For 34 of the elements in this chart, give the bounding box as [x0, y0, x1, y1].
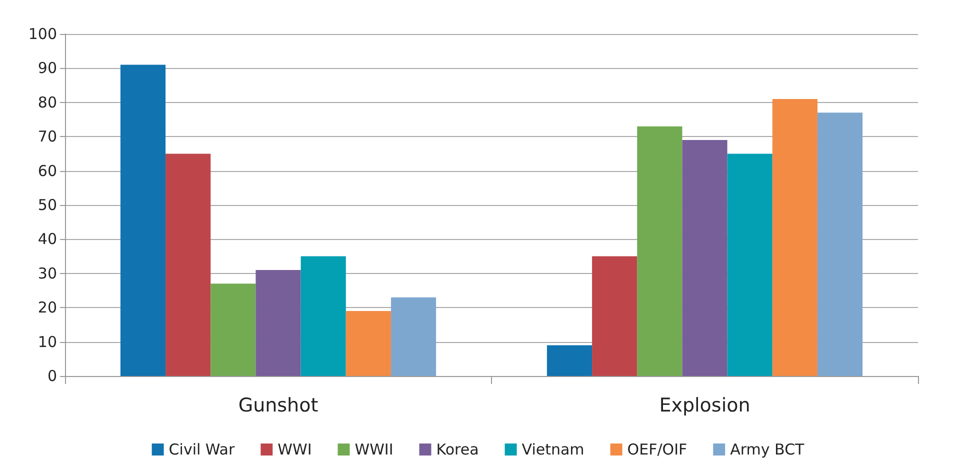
bar [390, 297, 436, 376]
y-tick-label: 80 [38, 93, 57, 112]
bar [817, 112, 863, 376]
bar [772, 98, 818, 376]
legend-label: Vietnam [522, 440, 584, 458]
legend-label: Civil War [168, 440, 236, 458]
x-tick-label: Gunshot [238, 394, 318, 416]
y-tick-label: 0 [47, 367, 57, 385]
bar [210, 284, 256, 376]
y-tick-label: 40 [38, 230, 57, 248]
legend-label: Korea [436, 440, 479, 458]
bar [120, 64, 166, 376]
y-tick-label: 10 [38, 332, 57, 351]
y-tick-label: 70 [38, 128, 57, 146]
y-tick-label: 60 [38, 162, 57, 180]
bar [682, 140, 728, 376]
bar [346, 311, 391, 376]
bar [592, 256, 638, 376]
bar [166, 154, 211, 376]
y-tick-label: 50 [38, 196, 57, 214]
x-tick-label: Explosion [659, 394, 750, 416]
y-tick-label: 100 [28, 25, 57, 43]
legend-label: OEF/OIF [627, 440, 688, 458]
legend-label: Army BCT [730, 440, 806, 458]
bar [727, 154, 772, 376]
y-tick-label: 20 [38, 298, 57, 317]
bar [300, 256, 346, 376]
bar [256, 270, 301, 376]
legend-label: WWII [354, 440, 394, 458]
y-tick-label: 30 [38, 264, 57, 282]
legend-label: WWI [278, 440, 312, 458]
y-tick-label: 90 [38, 59, 57, 78]
bar [637, 126, 682, 376]
bar [546, 345, 592, 376]
